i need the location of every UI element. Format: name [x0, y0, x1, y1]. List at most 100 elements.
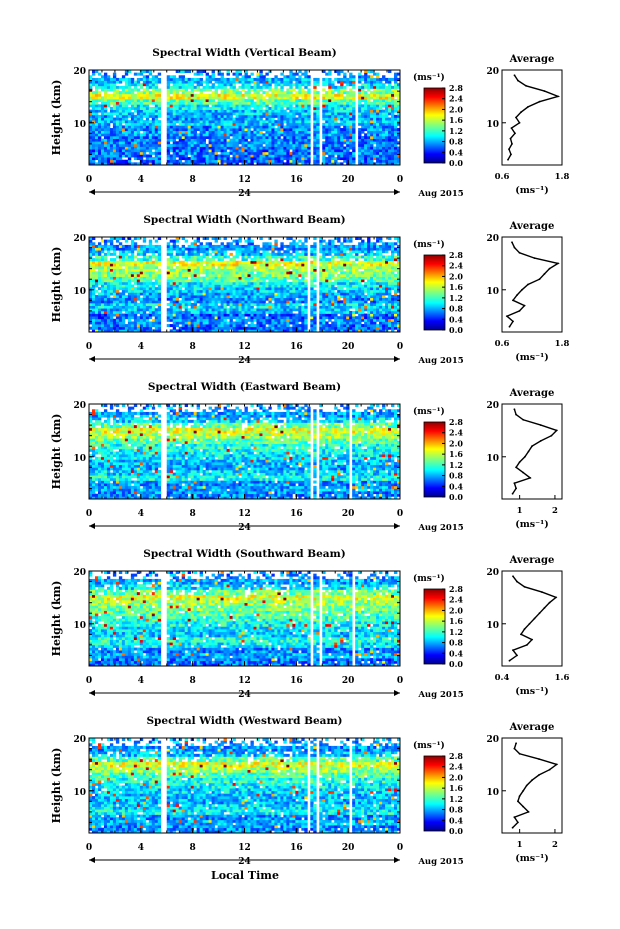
heatmap-cell — [226, 77, 230, 81]
heatmap-cell — [304, 72, 308, 76]
heatmap-cell — [235, 93, 239, 97]
heatmap-cell — [295, 83, 299, 87]
heatmap-cell — [214, 130, 218, 134]
heatmap-cell — [211, 154, 215, 158]
heatmap-cell — [100, 125, 105, 129]
heatmap-cell — [193, 99, 197, 103]
heatmap-cell — [394, 106, 398, 110]
heatmap-cell — [100, 313, 105, 317]
heatmap-cell — [205, 133, 209, 137]
heatmap-cell — [157, 287, 162, 291]
heatmap-cell — [190, 324, 195, 328]
heatmap-cell — [232, 93, 236, 97]
heatmap-cell — [262, 85, 266, 89]
heatmap-cell — [262, 133, 266, 137]
heatmap-cell — [199, 117, 203, 121]
heatmap-cell — [157, 302, 162, 306]
heatmap-cell — [211, 128, 215, 132]
heatmap-cell — [280, 96, 284, 100]
heatmap-cell — [268, 112, 272, 116]
heatmap-cell — [256, 109, 260, 113]
heatmap-cell — [175, 266, 180, 270]
heatmap-cell — [196, 292, 200, 296]
heatmap-cell — [94, 305, 99, 309]
heatmap-cell — [361, 96, 365, 100]
heatmap-cell — [157, 93, 162, 97]
heatmap-cell — [199, 104, 203, 108]
heatmap-cell — [106, 321, 111, 325]
heatmap-cell — [118, 146, 123, 150]
heatmap-cell — [214, 143, 218, 147]
heatmap-cell — [157, 316, 162, 320]
heatmap-cell — [220, 157, 224, 161]
heatmap-cell — [343, 75, 347, 79]
heatmap-cell — [187, 255, 192, 259]
heatmap-cell — [328, 96, 332, 100]
heatmap-cell — [154, 75, 159, 79]
heatmap-cell — [226, 135, 230, 139]
heatmap-cell — [361, 106, 365, 110]
heatmap-cell — [277, 138, 281, 142]
heatmap-cell — [199, 321, 203, 325]
heatmap-cell — [145, 83, 150, 87]
heatmap-cell — [223, 276, 227, 280]
heatmap-cell — [118, 284, 123, 288]
heatmap-cell — [289, 122, 293, 126]
heatmap-cell — [154, 109, 159, 113]
heatmap-cell — [172, 260, 177, 264]
heatmap-cell — [94, 141, 99, 145]
heatmap-cell — [271, 154, 275, 158]
heatmap-cell — [283, 157, 287, 161]
heatmap-cell — [196, 305, 200, 309]
heatmap-cell — [217, 308, 221, 312]
heatmap-cell — [244, 321, 248, 325]
heatmap-cell — [136, 138, 141, 142]
heatmap-cell — [97, 329, 102, 333]
heatmap-cell — [205, 93, 209, 97]
heatmap-cell — [89, 271, 93, 275]
heatmap-cell — [175, 146, 180, 150]
heatmap-cell — [220, 99, 224, 103]
heatmap-cell — [358, 80, 362, 84]
heatmap-cell — [202, 276, 206, 280]
heatmap-cell — [376, 83, 380, 87]
heatmap-cell — [364, 93, 368, 97]
heatmap-cell — [265, 112, 269, 116]
heatmap-cell — [196, 273, 200, 277]
heatmap-cell — [268, 159, 272, 163]
heatmap-cell — [187, 149, 192, 153]
heatmap-cell — [241, 281, 245, 285]
heatmap-cell — [241, 310, 245, 314]
heatmap-cell — [271, 151, 275, 155]
heatmap-cell — [148, 72, 153, 76]
heatmap-cell — [205, 117, 209, 121]
heatmap-cell — [298, 99, 302, 103]
heatmap-cell — [280, 91, 284, 95]
heatmap-cell — [331, 120, 335, 124]
heatmap-cell — [166, 75, 171, 79]
heatmap-cell — [181, 329, 186, 333]
heatmap-cell — [220, 289, 224, 293]
heatmap-cell — [214, 114, 218, 118]
heatmap-cell — [121, 91, 126, 95]
heatmap-cell — [244, 247, 248, 251]
heatmap-cell — [130, 135, 135, 139]
heatmap-cell — [121, 329, 126, 333]
heatmap-cell — [328, 104, 332, 108]
heatmap-cell — [139, 302, 144, 306]
heatmap-cell — [268, 151, 272, 155]
heatmap-cell — [298, 70, 302, 73]
heatmap-cell — [391, 138, 395, 142]
heatmap-cell — [277, 88, 281, 92]
heatmap-cell — [241, 75, 245, 79]
heatmap-cell — [220, 292, 224, 296]
heatmap-cell — [124, 302, 129, 306]
heatmap-cell — [91, 77, 96, 81]
heatmap-cell — [397, 149, 401, 153]
heatmap-cell — [148, 281, 153, 285]
heatmap-cell — [238, 80, 242, 84]
heatmap-cell — [289, 104, 293, 108]
heatmap-cell — [178, 149, 183, 153]
heatmap-cell — [190, 141, 195, 145]
heatmap-cell — [208, 329, 212, 333]
